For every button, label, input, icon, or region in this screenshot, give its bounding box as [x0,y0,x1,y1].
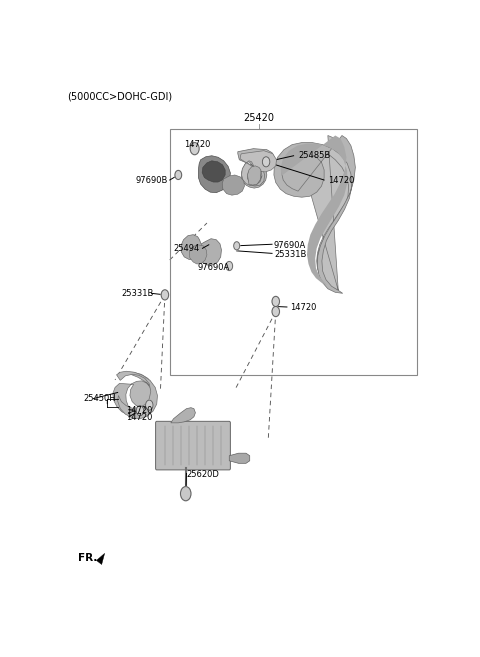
Circle shape [234,242,240,250]
Polygon shape [171,407,195,423]
FancyBboxPatch shape [156,421,230,470]
Text: 97690A: 97690A [197,263,229,271]
Polygon shape [181,235,202,260]
Circle shape [136,405,144,416]
Text: 25331B: 25331B [274,250,306,260]
Circle shape [145,400,153,410]
Polygon shape [96,553,105,564]
Polygon shape [117,371,157,419]
Polygon shape [281,135,347,285]
Text: (5000CC>DOHC-GDI): (5000CC>DOHC-GDI) [67,91,172,101]
Text: 25494: 25494 [173,244,200,253]
Text: 14720: 14720 [126,413,153,422]
Polygon shape [229,453,250,463]
Text: FR.: FR. [78,553,97,564]
Polygon shape [202,161,225,182]
Text: 25620D: 25620D [186,470,219,479]
Text: 25420: 25420 [243,114,275,124]
Circle shape [226,261,233,271]
Circle shape [190,143,199,155]
Polygon shape [222,175,244,195]
Text: 14720: 14720 [184,140,211,149]
Text: 25485B: 25485B [298,151,330,160]
Text: 25450H: 25450H [83,394,116,403]
Polygon shape [198,156,230,193]
Polygon shape [248,166,261,185]
Circle shape [263,157,270,167]
Circle shape [161,290,168,300]
Text: 97690A: 97690A [274,241,306,250]
Text: 14720: 14720 [328,175,354,185]
Circle shape [175,170,181,179]
Circle shape [272,296,279,306]
Circle shape [180,487,191,501]
Polygon shape [274,135,355,293]
Polygon shape [190,245,207,264]
Circle shape [272,306,279,317]
Polygon shape [240,150,276,185]
Bar [170,129,417,374]
Text: 14720: 14720 [126,406,153,415]
Text: 25331B: 25331B [121,289,154,298]
Text: 14720: 14720 [290,303,316,312]
Polygon shape [198,238,221,265]
Polygon shape [113,373,155,416]
Polygon shape [298,135,354,290]
Polygon shape [238,148,274,188]
Text: 97690B: 97690B [135,175,168,185]
